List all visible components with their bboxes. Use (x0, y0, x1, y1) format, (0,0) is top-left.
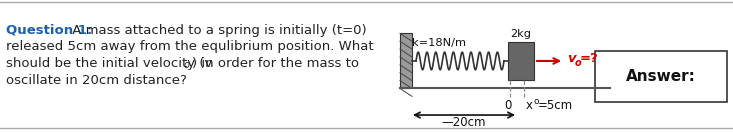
Text: Question 1:: Question 1: (6, 24, 92, 37)
Text: A mass attached to a spring is initially (t=0): A mass attached to a spring is initially… (68, 24, 366, 37)
Text: o: o (533, 97, 539, 106)
Text: 0: 0 (504, 99, 512, 112)
Bar (508, 42, 534, 80)
Text: Answer:: Answer: (626, 69, 696, 84)
Text: oscillate in 20cm distance?: oscillate in 20cm distance? (6, 74, 187, 87)
Text: o: o (575, 58, 582, 68)
Text: k=18N/m: k=18N/m (412, 38, 466, 48)
Text: —20cm: —20cm (442, 116, 486, 129)
Text: should be the initial velocity (v: should be the initial velocity (v (6, 57, 213, 70)
Text: released 5cm away from the equlibrium position. What: released 5cm away from the equlibrium po… (6, 40, 374, 53)
Text: x: x (526, 99, 533, 112)
Text: 2kg: 2kg (510, 29, 531, 39)
Text: =?: =? (580, 51, 599, 65)
Text: v: v (567, 51, 575, 65)
Text: =5cm: =5cm (538, 99, 573, 112)
Text: ) in order for the mass to: ) in order for the mass to (192, 57, 359, 70)
Bar (595, 51, 727, 102)
Text: o: o (184, 60, 190, 70)
Bar (400, 33, 412, 88)
